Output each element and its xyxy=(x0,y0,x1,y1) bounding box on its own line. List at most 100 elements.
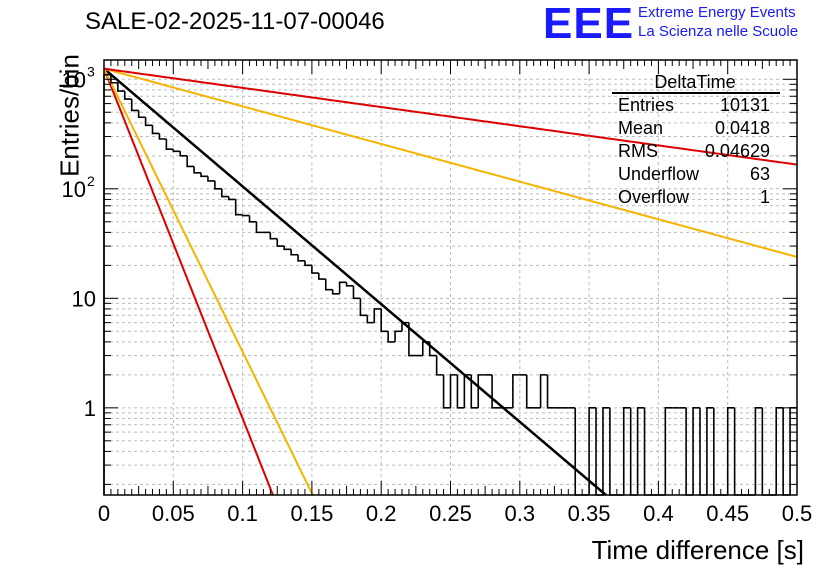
stats-value: 0.0418 xyxy=(714,118,770,138)
histogram-bin xyxy=(165,138,174,150)
x-axis-label: Time difference [s] xyxy=(591,535,804,565)
x-tick-label: 0.25 xyxy=(429,501,472,526)
histogram-bin xyxy=(408,322,416,357)
histogram-bin xyxy=(241,214,250,217)
histogram-bin xyxy=(546,374,555,409)
y-tick-label: 10 xyxy=(72,286,96,311)
stats-row-entries: Entries 10131 xyxy=(612,94,778,117)
histogram-bin xyxy=(622,407,631,495)
stats-row-underflow: Underflow 63 xyxy=(612,163,778,186)
stats-row-rms: RMS 0.04629 xyxy=(612,140,778,163)
histogram-bin xyxy=(470,374,479,409)
eee-logo: EEE xyxy=(543,0,635,48)
curve-rate-low-orange xyxy=(103,67,798,258)
stats-label: Entries xyxy=(618,95,675,115)
x-tick-label: 0 xyxy=(98,501,110,526)
chart-title: SALE-02-2025-11-07-00046 xyxy=(85,8,385,35)
histogram-bin xyxy=(338,281,347,294)
y-tick-label: 10 xyxy=(62,67,86,92)
histogram-bin xyxy=(248,215,257,223)
histogram-bin xyxy=(525,374,534,409)
stats-value: 63 xyxy=(749,164,770,184)
y-axis-label: Entries/bin xyxy=(54,54,85,177)
histogram-bin xyxy=(726,407,735,495)
histogram-bin xyxy=(664,407,673,495)
histogram-bin xyxy=(234,199,243,216)
histogram-bin xyxy=(442,374,451,409)
histogram-bin xyxy=(456,374,465,409)
y-tick-label-exp: 2 xyxy=(87,173,95,189)
x-tick-label: 0.15 xyxy=(290,501,333,526)
histogram-bin xyxy=(318,273,326,280)
histogram-bin xyxy=(297,254,305,262)
histogram-bin xyxy=(359,298,368,317)
logo-line-1: Extreme Energy Events xyxy=(638,4,796,21)
histogram-bin xyxy=(179,151,188,157)
x-tick-label: 0.5 xyxy=(782,501,813,526)
histogram-bin xyxy=(214,180,222,190)
histogram-bin xyxy=(401,321,409,332)
y-tick-label-exp: 3 xyxy=(87,63,95,79)
axis-ticks xyxy=(103,60,798,495)
stats-divider xyxy=(612,92,780,94)
histogram-bin xyxy=(331,289,340,295)
stats-label: Underflow xyxy=(618,164,700,184)
histogram-bin xyxy=(449,374,458,408)
histogram-bin xyxy=(380,308,389,333)
histogram-bin xyxy=(283,246,292,251)
tick-labels: 0 0.05 0.1 0.15 0.2 0.25 0.3 0.35 0.4 0.45 0.51101… xyxy=(62,63,813,526)
histogram-bin xyxy=(588,407,597,495)
histogram-bin xyxy=(706,407,714,495)
histogram-bin xyxy=(311,265,319,274)
stats-value: 1 xyxy=(759,187,770,207)
x-tick-label: 0.05 xyxy=(152,501,195,526)
x-tick-label: 0.45 xyxy=(706,501,749,526)
curve-fit xyxy=(103,67,607,496)
histogram-bin xyxy=(207,176,215,182)
x-tick-label: 0.1 xyxy=(227,501,258,526)
histogram-bin xyxy=(394,330,402,342)
histogram-bin xyxy=(158,133,167,140)
x-tick-label: 0.2 xyxy=(366,501,397,526)
histogram-bin xyxy=(352,285,361,300)
histogram-bin xyxy=(421,341,430,356)
curve-layer xyxy=(103,67,798,496)
x-tick-label: 0.4 xyxy=(643,501,674,526)
histogram-bin xyxy=(512,374,520,408)
histogram-bin xyxy=(602,407,610,495)
histogram-bin xyxy=(428,341,437,357)
x-tick-label: 0.3 xyxy=(505,501,536,526)
stats-row-overflow: Overflow 1 xyxy=(612,186,778,209)
logo-line-2: La Scienza nelle Scuole xyxy=(638,23,799,40)
histogram-bin xyxy=(151,125,160,135)
histogram-bin xyxy=(193,166,202,174)
stats-box: DeltaTime Entries 10131 Mean 0.0418 RMS … xyxy=(612,72,780,209)
histogram-bin xyxy=(110,74,118,84)
stats-label: Mean xyxy=(618,118,664,138)
histogram-bin xyxy=(276,238,285,247)
histogram-bin xyxy=(477,374,486,408)
y-tick-label: 10 xyxy=(62,177,86,202)
stats-value: 10131 xyxy=(719,95,770,115)
stats-box-name: DeltaTime xyxy=(654,72,736,92)
histogram-bin xyxy=(123,91,132,100)
grid-layer xyxy=(104,60,797,495)
eee-logo-caption: Extreme Energy Events La Scienza nelle S… xyxy=(638,3,798,41)
histogram-bin xyxy=(290,249,299,256)
x-tick-label: 0.35 xyxy=(568,501,611,526)
histogram-bin xyxy=(200,172,208,178)
stats-label: Overflow xyxy=(618,187,690,207)
stats-row-mean: Mean 0.0418 xyxy=(612,117,778,140)
histogram-bin xyxy=(491,374,500,409)
curve-rate-high-orange xyxy=(103,68,314,496)
stats-value: 0.04629 xyxy=(704,141,770,161)
histogram-bin xyxy=(435,355,444,376)
histogram-bin xyxy=(775,407,784,495)
histogram-bin xyxy=(636,407,645,495)
curve-rate-high-red xyxy=(103,68,274,496)
histogram-bin xyxy=(144,117,153,127)
histogram-bin xyxy=(539,374,548,408)
histogram-bin xyxy=(373,308,382,323)
histogram-bin xyxy=(137,110,146,119)
